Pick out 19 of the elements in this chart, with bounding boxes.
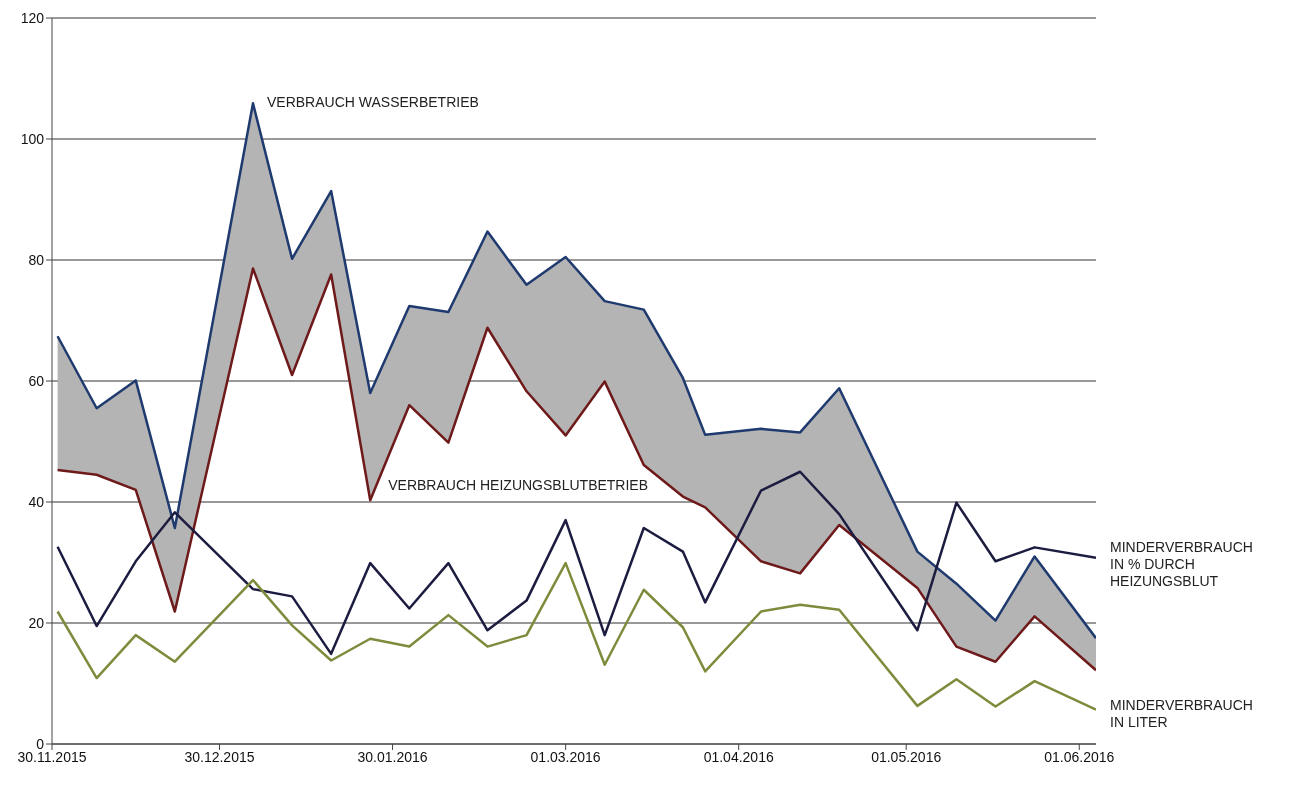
x-tick-label: 30.12.2015 <box>184 748 255 765</box>
x-tick-label: 01.06.2016 <box>1044 748 1115 765</box>
x-tick-label: 30.01.2016 <box>357 748 428 765</box>
y-tick-label: 20 <box>28 614 45 631</box>
series-label: VERBRAUCH WASSERBETRIEB <box>266 94 479 111</box>
series-label: VERBRAUCH HEIZUNGSBLUTBETRIEB <box>388 477 649 494</box>
x-tick-label: 01.04.2016 <box>703 748 774 765</box>
y-tick-label: 80 <box>28 251 45 268</box>
x-tick-label: 01.05.2016 <box>871 748 942 765</box>
x-tick-label: 01.03.2016 <box>530 748 601 765</box>
line-series <box>56 561 1096 711</box>
line-series <box>56 267 1096 672</box>
line-series <box>56 470 1096 656</box>
y-tick-label: 40 <box>28 493 45 510</box>
y-tick-label: 120 <box>20 9 45 26</box>
series-label: MINDERVERBRAUCH IN % DURCH HEIZUNGSBLUT <box>1110 538 1253 589</box>
series-label: MINDERVERBRAUCH IN LITER <box>1110 696 1253 730</box>
y-tick-label: 60 <box>28 372 45 389</box>
y-tick-label: 100 <box>20 130 45 147</box>
